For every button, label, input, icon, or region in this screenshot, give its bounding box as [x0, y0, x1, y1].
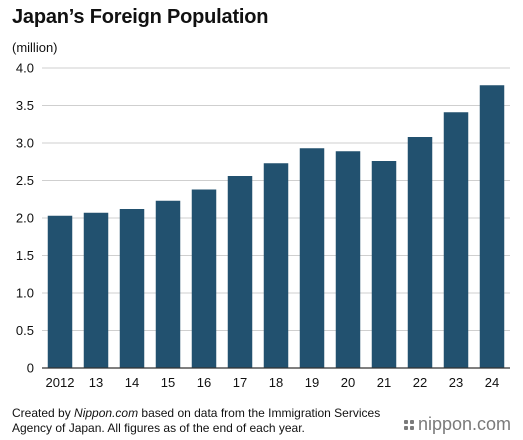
bar	[335, 151, 361, 368]
x-tick-label: 24	[485, 375, 499, 390]
x-tick-label: 19	[305, 375, 319, 390]
bar-chart: 0 0.5 1.0 1.5 2.0 2.5 3.0 3.5 4.0 2012 13 14 15 16 17 1…	[16, 61, 510, 390]
y-tick-label: 3.5	[16, 98, 34, 113]
x-tick-label: 16	[197, 375, 211, 390]
y-tick-label: 1.5	[16, 248, 34, 263]
footnote-prefix: Created by	[12, 406, 75, 420]
footnote: Created by Nippon.com based on data from…	[12, 406, 412, 436]
x-tick-label: 20	[341, 375, 355, 390]
x-tick-label: 23	[449, 375, 463, 390]
logo-text: nippon.com	[417, 414, 511, 434]
bar	[47, 215, 73, 368]
x-tick-label: 18	[269, 375, 283, 390]
y-tick-label: 2.5	[16, 173, 34, 188]
x-tick-label: 14	[125, 375, 139, 390]
logo-mark-icon	[403, 419, 414, 430]
nippon-logo: nippon.com	[403, 414, 511, 435]
y-tick-label: 3.0	[16, 136, 34, 151]
y-axis-unit-label: (million)	[12, 40, 58, 55]
x-tick-label: 13	[89, 375, 103, 390]
bar	[227, 176, 253, 368]
chart-title: Japan’s Foreign Population	[12, 6, 269, 28]
bar	[119, 209, 145, 368]
x-tick-label: 22	[413, 375, 427, 390]
x-tick-label: 2012	[46, 375, 75, 390]
y-tick-label: 2.0	[16, 211, 34, 226]
bar	[371, 161, 397, 368]
y-tick-label: 1.0	[16, 286, 34, 301]
bar	[263, 163, 289, 368]
bar	[155, 200, 181, 368]
bar	[83, 212, 109, 368]
bar	[443, 112, 469, 368]
footnote-suffix: based on data from the Immigration Servi…	[12, 406, 381, 435]
bar	[299, 148, 325, 368]
x-tick-label: 21	[377, 375, 391, 390]
y-tick-label: 4.0	[16, 61, 34, 76]
footnote-source: Nippon.com	[74, 406, 139, 420]
bar	[479, 85, 505, 368]
x-tick-label: 17	[233, 375, 247, 390]
x-tick-label: 15	[161, 375, 175, 390]
bar	[191, 189, 217, 368]
y-tick-label: 0	[27, 361, 34, 376]
bar	[407, 137, 433, 368]
y-tick-label: 0.5	[16, 323, 34, 338]
